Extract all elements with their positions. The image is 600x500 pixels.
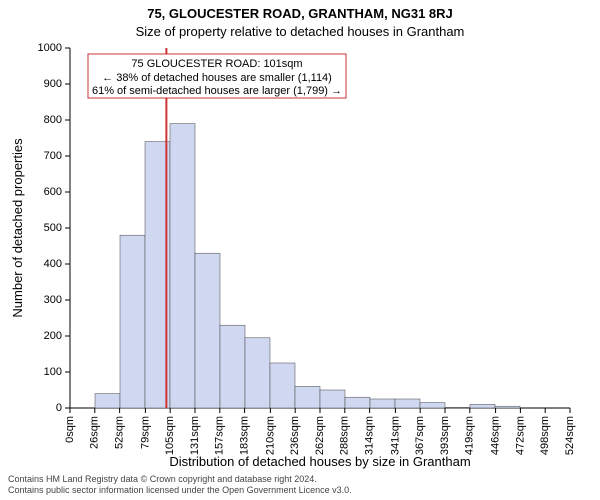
x-tick-label: 79sqm	[139, 416, 151, 449]
svg-text:1000: 1000	[38, 42, 62, 54]
x-tick-label: 210sqm	[264, 416, 276, 455]
x-tick-label: 419sqm	[464, 416, 476, 455]
x-tick-label: 367sqm	[414, 416, 426, 455]
svg-text:800: 800	[44, 114, 62, 126]
histogram-bar	[495, 406, 520, 408]
x-tick-label: 131sqm	[189, 416, 201, 455]
histogram-bar	[470, 404, 495, 408]
footer-attribution: Contains HM Land Registry data © Crown c…	[0, 474, 600, 496]
svg-text:900: 900	[44, 78, 62, 90]
histogram-bar	[320, 390, 345, 408]
x-tick-label: 524sqm	[564, 416, 576, 455]
histogram-bar	[220, 325, 245, 408]
x-tick-label: 0sqm	[64, 416, 76, 443]
annotation-line: 75 GLOUCESTER ROAD: 101sqm	[131, 58, 302, 70]
histogram-bar	[370, 399, 395, 408]
histogram-bar	[170, 124, 195, 408]
svg-text:300: 300	[44, 294, 62, 306]
x-tick-label: 52sqm	[114, 416, 126, 449]
x-tick-label: 183sqm	[239, 416, 251, 455]
histogram-bar	[295, 386, 320, 408]
x-axis-label: Distribution of detached houses by size …	[169, 454, 470, 469]
histogram-chart: 0 100 200 300 400 500 600 700 800 900 1000 0sqm 26sq…	[0, 0, 600, 500]
svg-text:100: 100	[44, 366, 62, 378]
histogram-bar	[420, 403, 445, 408]
svg-text:600: 600	[44, 186, 62, 198]
histogram-bar	[245, 338, 270, 408]
histogram-bar	[345, 397, 370, 408]
svg-text:0: 0	[56, 402, 62, 414]
histogram-bar	[95, 394, 120, 408]
x-tick-label: 288sqm	[339, 416, 351, 455]
y-axis-label: Number of detached properties	[10, 138, 25, 318]
histogram-bar	[445, 407, 470, 408]
histogram-bar	[195, 253, 220, 408]
histogram-bar	[395, 399, 420, 408]
x-tick-label: 472sqm	[514, 416, 526, 455]
x-tick-label: 105sqm	[164, 416, 176, 455]
annotation-line: 61% of semi-detached houses are larger (…	[92, 85, 342, 97]
x-tick-label: 262sqm	[314, 416, 326, 455]
svg-text:400: 400	[44, 258, 62, 270]
annotation-line: ← 38% of detached houses are smaller (1,…	[102, 72, 332, 84]
x-tick-label: 498sqm	[539, 416, 551, 455]
x-tick-label: 26sqm	[89, 416, 101, 449]
x-tick-label: 314sqm	[364, 416, 376, 455]
x-tick-label: 393sqm	[439, 416, 451, 455]
svg-text:200: 200	[44, 330, 62, 342]
x-tick-label: 446sqm	[489, 416, 501, 455]
footer-line-2: Contains public sector information licen…	[8, 485, 592, 496]
footer-line-1: Contains HM Land Registry data © Crown c…	[8, 474, 592, 485]
svg-text:700: 700	[44, 150, 62, 162]
svg-text:500: 500	[44, 222, 62, 234]
histogram-bar	[120, 235, 145, 408]
x-tick-label: 157sqm	[214, 416, 226, 455]
histogram-bar	[270, 363, 295, 408]
x-tick-label: 236sqm	[289, 416, 301, 455]
x-tick-label: 341sqm	[389, 416, 401, 455]
